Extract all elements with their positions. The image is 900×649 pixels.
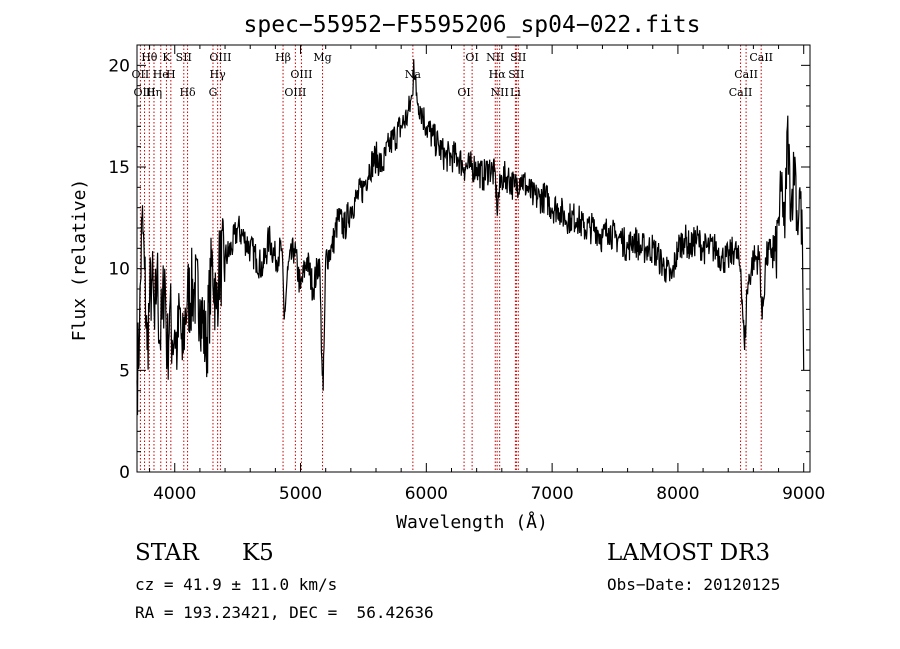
redshift-velocity: cz = 41.9 ± 11.0 km/s	[135, 575, 338, 594]
spectral-line-label: G	[209, 86, 218, 99]
y-axis-ticks: 0 5 10 15 20	[108, 44, 810, 483]
spectral-line-label: CaII	[734, 68, 758, 81]
x-tick-label: 6000	[405, 484, 448, 504]
spectral-line-label: Li	[510, 86, 521, 99]
spectral-line-label: OI	[457, 86, 470, 99]
y-tick-label: 5	[119, 361, 130, 381]
spectral-line-label: OIII	[290, 68, 312, 81]
spectral-line-label: Hη	[146, 86, 162, 99]
sky-coordinates: RA = 193.23421, DEC = 56.42636	[135, 603, 434, 622]
x-axis-ticks: 4000 5000 6000 7000 8000 9000	[149, 45, 825, 504]
plot-frame	[136, 44, 811, 473]
x-tick-label: 8000	[656, 484, 699, 504]
spectral-line-label: Hδ	[179, 86, 196, 99]
spectral-lines-layer	[139, 45, 762, 472]
spectral-line-label: NII	[486, 51, 504, 64]
y-tick-label: 0	[119, 463, 130, 483]
spectral-line-label: Hα	[489, 68, 507, 81]
spectral-line-label: Mg	[313, 51, 331, 64]
x-tick-label: 7000	[530, 484, 573, 504]
chart-title: spec−55952−F5595206_sp04−022.fits	[244, 12, 701, 38]
y-tick-label: 20	[108, 56, 130, 76]
spectral-line-labels-layer: HθOIIOIIIKHeHηSIIHHδOIIIHγGHβOIIIOIIIMgN…	[132, 51, 773, 99]
spectral-line-label: CaII	[749, 51, 773, 64]
flux-series-line	[136, 59, 805, 416]
spectral-line-label: Hγ	[210, 68, 227, 81]
spectral-line-label: He	[153, 68, 169, 81]
spectral-line-label: CaII	[729, 86, 753, 99]
x-tick-label: 9000	[782, 484, 825, 504]
spectral-line-label: SII	[508, 68, 524, 81]
spectral-line-label: OII	[132, 68, 150, 81]
spectral-line-label: K	[162, 51, 171, 64]
x-tick-label: 5000	[279, 484, 322, 504]
spectral-line-label: SII	[176, 51, 192, 64]
object-subclass: K5	[242, 540, 274, 566]
spectral-line-label: H	[166, 68, 176, 81]
spectral-line-label: OIII	[209, 51, 231, 64]
observation-date: Obs−Date: 20120125	[607, 575, 781, 594]
survey-name: LAMOST DR3	[607, 540, 771, 566]
y-axis-label: Flux (relative)	[69, 179, 90, 342]
spectral-line-label: OIII	[134, 86, 156, 99]
object-class: STAR	[135, 540, 199, 566]
x-axis-label: Wavelength (Å)	[396, 511, 548, 533]
spectral-line-label: Hθ	[141, 51, 158, 64]
spectral-line-label: OIII	[284, 86, 306, 99]
spectral-line-label: OI	[465, 51, 478, 64]
spectral-line-label: NII	[491, 86, 509, 99]
x-tick-label: 4000	[153, 484, 196, 504]
spectral-line-label: Hβ	[275, 51, 291, 64]
spectral-line-label: SII	[510, 51, 526, 64]
y-tick-label: 15	[108, 158, 130, 178]
y-tick-label: 10	[108, 260, 130, 280]
